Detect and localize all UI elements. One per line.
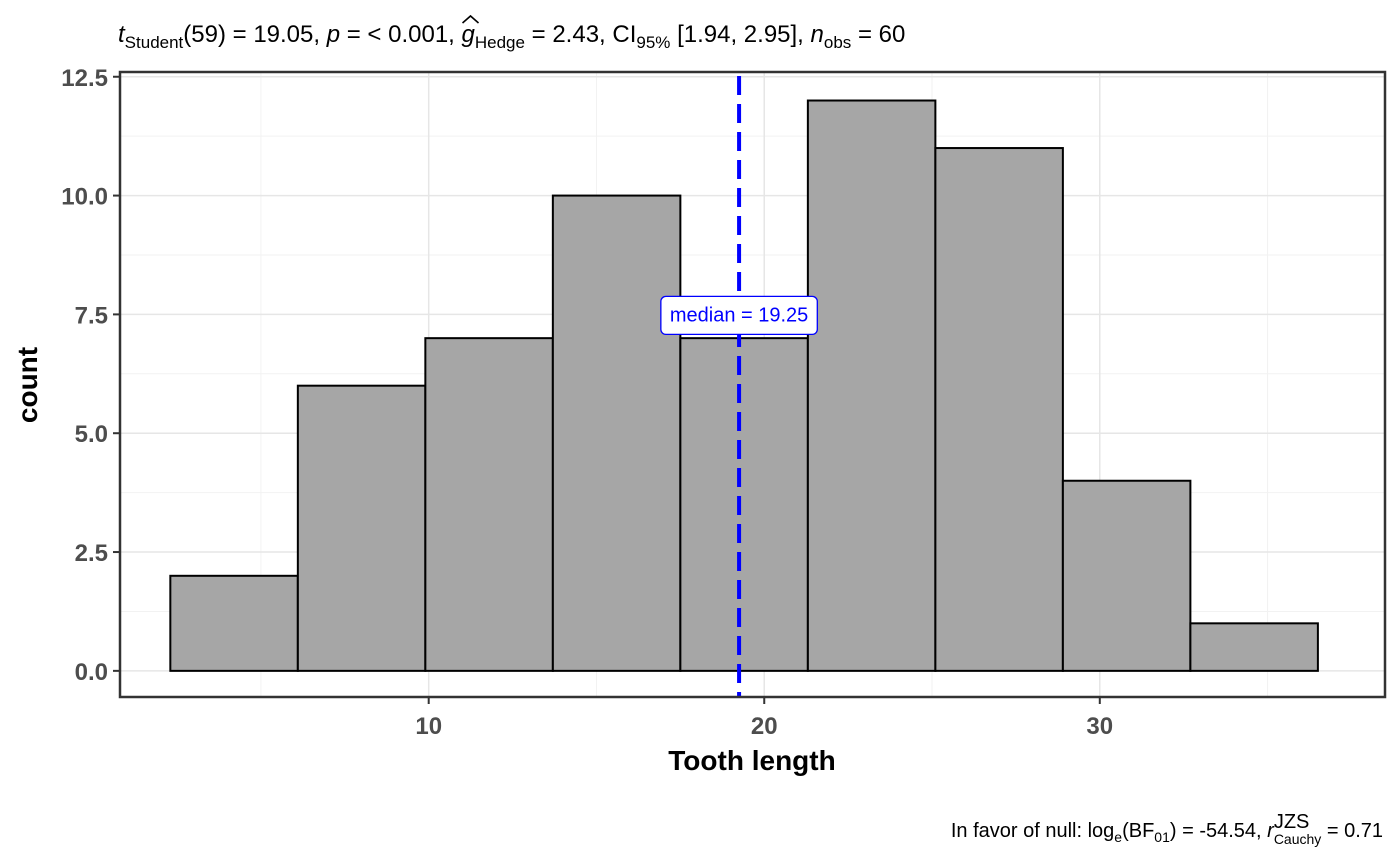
- bf-subscript: 01: [1154, 829, 1170, 845]
- y-tick-label: 5.0: [75, 421, 108, 448]
- ci-subscript: 95%: [636, 33, 670, 52]
- ci-value: [1.94, 2.95],: [670, 21, 810, 48]
- r-sub-cauchy: Cauchy: [1274, 831, 1321, 847]
- median-label-text: median = 19.25: [670, 304, 808, 326]
- g-symbol: g: [462, 21, 476, 48]
- x-tick-label: 30: [1086, 713, 1113, 740]
- p-value: = < 0.001,: [340, 21, 461, 48]
- median-label: median = 19.25: [660, 295, 818, 336]
- histogram-bar-1: [169, 574, 299, 672]
- r-sup-jzs: JZS: [1274, 811, 1310, 833]
- chart-subtitle: tStudent(59) = 19.05, p = < 0.001, gHedg…: [118, 21, 905, 52]
- histogram-bar-5: [679, 337, 809, 672]
- g-value: = 2.43, CI: [525, 21, 636, 48]
- histogram-bar-8: [1061, 479, 1192, 672]
- y-tick-label: 2.5: [75, 540, 108, 567]
- y-tick-label: 0.0: [75, 659, 108, 686]
- g-hat-mark: [461, 14, 480, 24]
- x-axis-title: Tooth length: [668, 745, 835, 776]
- t-statistic: (59) = 19.05,: [183, 21, 326, 48]
- y-tick-label: 12.5: [61, 65, 108, 92]
- bf-value: ) = -54.54,: [1170, 820, 1267, 842]
- panel-border: [118, 70, 1387, 699]
- n-value: = 60: [851, 21, 905, 48]
- caption-prefix: In favor of null: log: [951, 820, 1114, 842]
- t-subscript: Student: [125, 33, 184, 52]
- y-axis-ticks: 0.0 2.5 5.0 7.5 10.0 12.5: [61, 65, 120, 686]
- histogram-bar-2: [296, 384, 427, 672]
- histogram-bar-4: [551, 194, 682, 672]
- y-tick-label: 10.0: [61, 184, 108, 211]
- y-tick-label: 7.5: [75, 302, 108, 329]
- histogram-bars: [169, 99, 1319, 672]
- y-axis-title: count: [12, 347, 43, 423]
- median-label-box: [660, 295, 818, 336]
- r-value: = 0.71: [1321, 820, 1383, 842]
- log-subscript: e: [1114, 829, 1122, 845]
- n-subscript: obs: [824, 33, 851, 52]
- bf-open: (BF: [1122, 820, 1154, 842]
- g-subscript: Hedge: [475, 33, 525, 52]
- histogram-bar-9: [1189, 622, 1319, 672]
- chart-caption: In favor of null: loge(BF01) = -54.54, r…: [951, 820, 1383, 847]
- n-symbol: n: [811, 21, 824, 48]
- plot-area: median = 19.25: [118, 70, 1387, 699]
- x-axis-ticks: 10 20 30: [415, 697, 1113, 740]
- p-symbol: p: [326, 21, 340, 48]
- t-symbol: t: [118, 21, 126, 48]
- histogram-bar-7: [934, 147, 1064, 672]
- histogram-bar-6: [806, 99, 937, 672]
- r-symbol: r: [1267, 820, 1275, 842]
- histogram-bar-3: [424, 337, 554, 672]
- x-tick-label: 20: [751, 713, 778, 740]
- x-tick-label: 10: [415, 713, 442, 740]
